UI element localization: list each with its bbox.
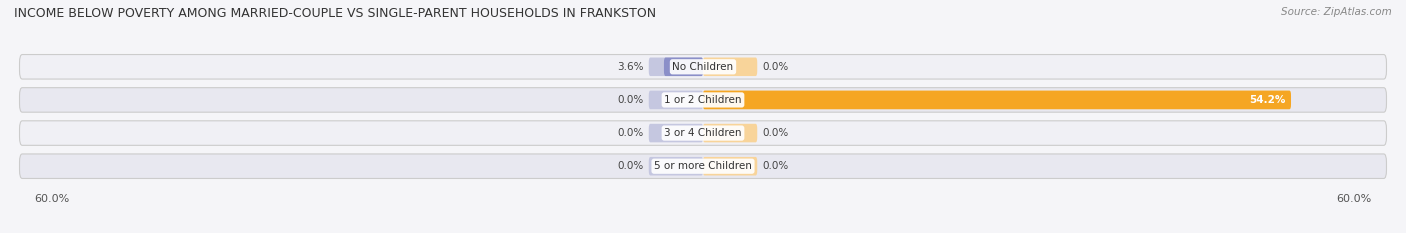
FancyBboxPatch shape	[648, 124, 703, 142]
Text: INCOME BELOW POVERTY AMONG MARRIED-COUPLE VS SINGLE-PARENT HOUSEHOLDS IN FRANKST: INCOME BELOW POVERTY AMONG MARRIED-COUPL…	[14, 7, 657, 20]
FancyBboxPatch shape	[664, 58, 703, 76]
Text: 0.0%: 0.0%	[762, 161, 789, 171]
FancyBboxPatch shape	[703, 124, 758, 142]
Text: 54.2%: 54.2%	[1249, 95, 1285, 105]
Text: 0.0%: 0.0%	[762, 128, 789, 138]
Text: 1 or 2 Children: 1 or 2 Children	[664, 95, 742, 105]
Text: 3 or 4 Children: 3 or 4 Children	[664, 128, 742, 138]
Text: 3.6%: 3.6%	[617, 62, 644, 72]
Text: Source: ZipAtlas.com: Source: ZipAtlas.com	[1281, 7, 1392, 17]
Text: 0.0%: 0.0%	[762, 62, 789, 72]
FancyBboxPatch shape	[703, 91, 1291, 109]
Text: 5 or more Children: 5 or more Children	[654, 161, 752, 171]
FancyBboxPatch shape	[20, 55, 1386, 79]
Text: 0.0%: 0.0%	[617, 128, 644, 138]
FancyBboxPatch shape	[703, 58, 758, 76]
FancyBboxPatch shape	[20, 88, 1386, 112]
FancyBboxPatch shape	[648, 157, 703, 175]
Text: 0.0%: 0.0%	[617, 161, 644, 171]
FancyBboxPatch shape	[20, 154, 1386, 178]
FancyBboxPatch shape	[648, 58, 703, 76]
FancyBboxPatch shape	[20, 121, 1386, 145]
Text: 0.0%: 0.0%	[617, 95, 644, 105]
FancyBboxPatch shape	[703, 157, 758, 175]
Text: No Children: No Children	[672, 62, 734, 72]
FancyBboxPatch shape	[703, 91, 1291, 109]
FancyBboxPatch shape	[648, 91, 703, 109]
